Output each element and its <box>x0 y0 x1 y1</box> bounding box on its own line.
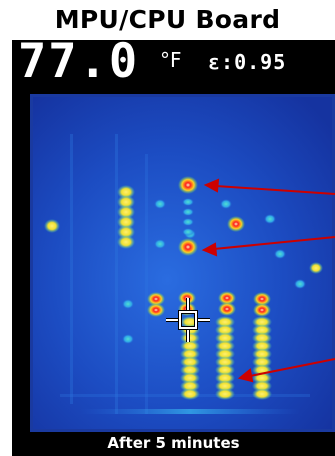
thermal-hotspot <box>218 302 236 316</box>
thermal-hotspot <box>274 249 286 259</box>
thermal-hotspot <box>227 216 245 232</box>
thermal-hotspot <box>218 291 236 305</box>
thermal-hotspot <box>117 225 135 239</box>
thermal-hotspot <box>122 299 134 309</box>
thermal-hotspot <box>220 199 232 209</box>
board-title: MPU/CPU Board <box>54 5 281 34</box>
temperature-readout: 77.0 <box>18 40 140 89</box>
thermal-hotspot <box>117 235 135 249</box>
thermal-hotspot <box>44 219 60 233</box>
arrow-icon <box>201 178 335 383</box>
thermal-hotspot <box>178 176 198 194</box>
thermal-hotspot <box>294 279 306 289</box>
thermal-hotspot <box>147 303 165 317</box>
thermal-camera-display: 77.0 °F ε:0.95 <box>12 40 335 456</box>
thermal-hotspot <box>182 198 194 206</box>
thermal-hotspot <box>182 208 194 216</box>
emissivity-readout: ε:0.95 <box>208 50 287 74</box>
crosshair-icon <box>166 298 210 342</box>
thermal-hotspot <box>180 388 200 400</box>
thermal-hotspot <box>182 228 194 236</box>
thermal-hotspot <box>252 388 272 400</box>
thermal-hotspot <box>117 195 135 209</box>
image-caption: After 5 minutes <box>107 434 240 452</box>
thermal-hotspot <box>264 214 276 224</box>
thermal-hotspot <box>117 185 135 199</box>
thermal-hotspot <box>182 218 194 226</box>
thermal-hotspot <box>117 215 135 229</box>
thermal-hotspot <box>309 262 323 274</box>
thermal-hotspot <box>147 292 165 306</box>
thermal-hotspot <box>253 303 271 317</box>
thermal-hotspot <box>117 205 135 219</box>
thermal-image <box>30 94 335 432</box>
thermal-hotspot <box>154 199 166 209</box>
temperature-unit: °F <box>160 48 182 72</box>
thermal-hotspot <box>178 238 198 256</box>
thermal-hotspot <box>122 334 134 344</box>
thermal-hotspot <box>215 388 235 400</box>
thermal-hotspot <box>154 239 166 249</box>
thermal-hotspot <box>253 292 271 306</box>
